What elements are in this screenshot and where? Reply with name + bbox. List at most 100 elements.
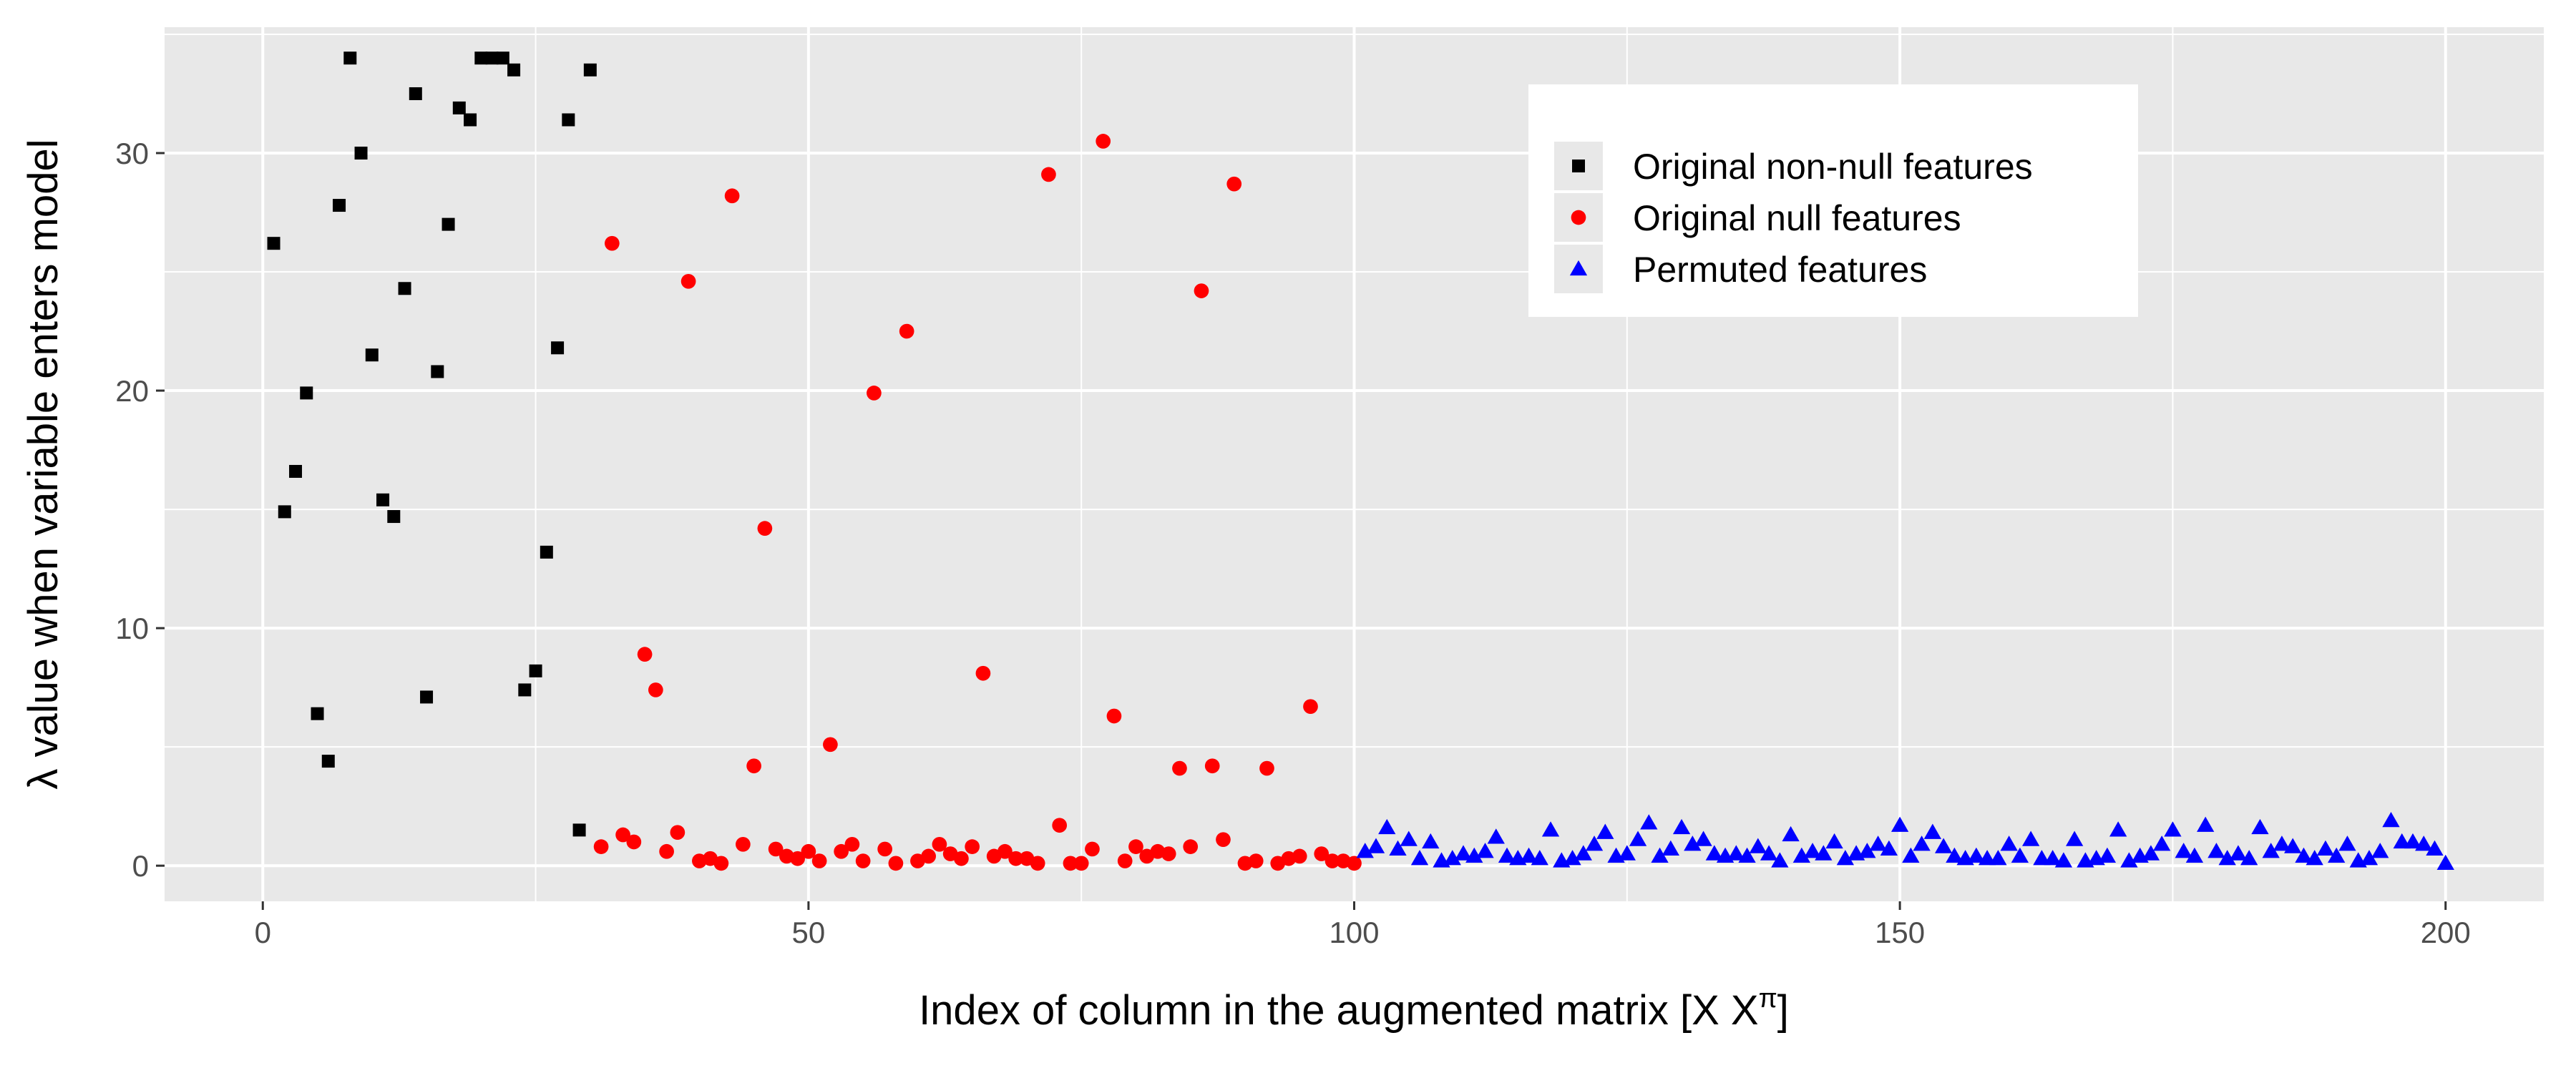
data-point (1531, 850, 1548, 866)
data-points (267, 52, 2454, 871)
x-tick-label: 150 (1875, 916, 1925, 949)
data-point (1367, 838, 1385, 853)
data-point (2328, 847, 2346, 863)
data-point (474, 52, 488, 65)
data-point (1803, 843, 1822, 858)
data-point (398, 282, 411, 295)
data-point (2426, 840, 2444, 856)
data-point (2054, 852, 2073, 868)
x-tick-label: 0 (255, 916, 271, 949)
data-point (1651, 847, 1669, 863)
data-point (1314, 846, 1330, 861)
data-point (2306, 850, 2323, 866)
legend-key-marker (1571, 210, 1586, 225)
data-point (790, 851, 805, 866)
x-axis-title-close: ] (1777, 987, 1789, 1034)
data-point (2142, 845, 2160, 861)
data-point (2218, 850, 2236, 866)
data-point (485, 52, 499, 65)
data-point (2044, 850, 2062, 866)
data-point (1520, 847, 1538, 863)
y-axis-title: λ value when variable enters model (20, 139, 67, 789)
y-tick-label: 0 (132, 849, 149, 883)
data-point (1400, 831, 1418, 846)
data-point (757, 521, 773, 536)
data-point (2098, 847, 2117, 863)
data-point (2338, 836, 2356, 851)
data-point (496, 52, 509, 65)
data-point (877, 841, 893, 857)
data-point (888, 856, 904, 871)
data-point (1684, 836, 1702, 851)
data-point (1454, 845, 1473, 861)
data-point (1946, 847, 1963, 863)
data-point (2185, 847, 2204, 863)
data-point (1727, 845, 1745, 861)
data-point (1618, 845, 1636, 861)
data-point (365, 348, 379, 362)
data-point (1183, 839, 1199, 854)
data-point (2415, 836, 2433, 851)
data-point (997, 843, 1013, 859)
y-tick-label: 20 (115, 374, 149, 408)
legend-key-marker (1572, 160, 1585, 172)
legend-background (1528, 84, 2138, 317)
data-point (321, 755, 335, 768)
series-3 (1356, 811, 2454, 870)
data-point (507, 63, 521, 77)
data-point (713, 856, 729, 871)
data-point (1292, 848, 1307, 864)
data-point (409, 87, 422, 100)
data-point (540, 545, 553, 559)
data-point (551, 341, 565, 355)
series-2 (593, 134, 1362, 871)
data-point (1705, 845, 1723, 861)
data-point (1629, 831, 1647, 846)
series-1 (267, 52, 597, 837)
y-tick-label: 10 (115, 612, 149, 645)
data-point (2316, 840, 2335, 856)
data-point (615, 827, 630, 843)
data-point (464, 113, 477, 127)
data-point (2000, 836, 2018, 851)
data-point (1890, 816, 1909, 832)
legend-label: Original non-null features (1633, 147, 2033, 187)
data-point (1662, 840, 1679, 856)
data-point (626, 834, 642, 850)
y-axis-ticks: 0 10 20 30 (115, 137, 165, 883)
data-point (975, 665, 991, 681)
data-point (1172, 760, 1187, 776)
legend-item: Original non-null features (1554, 142, 2033, 190)
data-point (899, 323, 914, 339)
data-point (604, 235, 620, 251)
data-point (1161, 846, 1176, 861)
data-point (2404, 833, 2422, 849)
data-point (1749, 838, 1767, 853)
data-point (2371, 843, 2389, 858)
data-point (1825, 833, 1843, 849)
data-point (289, 464, 303, 478)
data-point (1106, 708, 1122, 724)
data-point (1858, 843, 1876, 858)
data-point (801, 843, 816, 859)
data-point (1771, 852, 1789, 868)
data-point (1347, 856, 1362, 871)
data-point (1792, 847, 1810, 863)
data-point (311, 707, 324, 720)
data-point (420, 690, 434, 704)
data-point (1465, 847, 1483, 863)
data-point (867, 386, 882, 401)
x-axis-title: Index of column in the augmented matrix … (919, 984, 1789, 1034)
data-point (1498, 847, 1516, 863)
data-point (2273, 836, 2291, 851)
data-point (921, 848, 937, 864)
data-point (2164, 821, 2182, 837)
data-point (1422, 833, 1440, 849)
data-point (1978, 850, 1996, 866)
data-point (2033, 850, 2051, 866)
x-axis-ticks: 0 50 100 150 200 (255, 901, 2471, 949)
data-point (1226, 176, 1242, 192)
data-point (2251, 818, 2269, 835)
x-axis-title-main: Index of column in the augmented matrix … (919, 987, 1759, 1034)
data-point (529, 664, 542, 677)
